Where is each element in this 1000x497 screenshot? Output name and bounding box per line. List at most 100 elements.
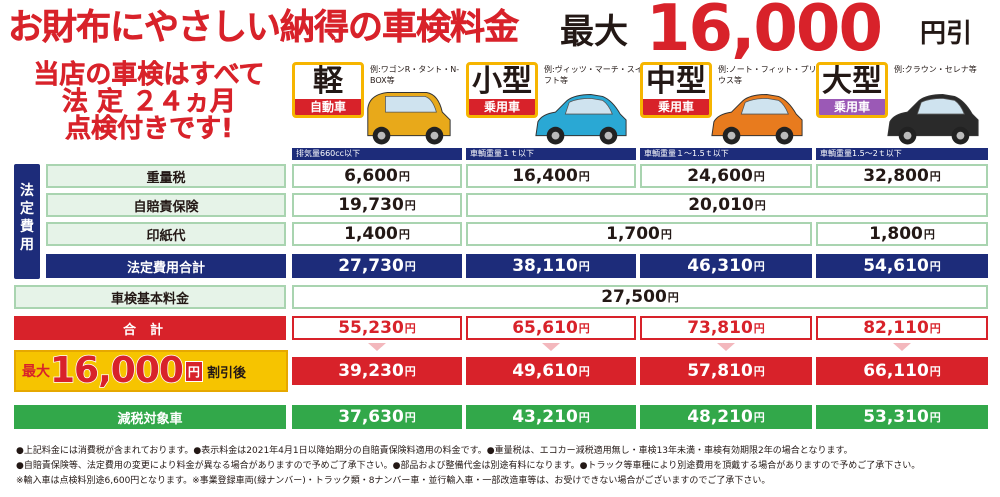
price-cell-discounted: 39,230 円	[292, 357, 462, 385]
yen-unit: 円	[929, 170, 941, 183]
yen-unit: 円	[398, 228, 410, 241]
car-class-2: 車輌重量１ｔ以下 小型 乗用車 例:ヴィッツ・マーチ・スイフト等	[466, 62, 643, 160]
row-label-weight_tax: 重量税	[46, 164, 286, 188]
car-image	[535, 93, 627, 145]
price-value: 37,630	[338, 407, 404, 427]
yen-unit: 円	[578, 322, 590, 335]
car-class-footnote: 排気量660cc以下	[292, 148, 462, 160]
price-cell-stamp: 1,700 円	[466, 222, 812, 246]
price-value: 49,610	[512, 361, 578, 381]
price-cell-legal_total: 38,110 円	[466, 254, 636, 278]
yen-unit: 円	[578, 365, 590, 378]
discount-amount: 16,000	[49, 350, 184, 391]
price-cell-total: 82,110 円	[816, 316, 988, 340]
price-cell-discounted: 49,610 円	[466, 357, 636, 385]
price-value: 24,600	[687, 166, 753, 186]
price-cell-tax_reduced: 43,210 円	[466, 405, 636, 429]
price-value: 39,230	[338, 361, 404, 381]
yen-unit: 円	[404, 411, 416, 424]
car-class-examples: 例:ヴィッツ・マーチ・スイフト等	[544, 65, 643, 85]
footnotes: ●上記料金には消費税が含まれております。●表示料金は2021年4月1日以降始期分…	[16, 444, 991, 489]
yen-unit: 円	[578, 260, 590, 273]
car-image	[711, 93, 803, 145]
price-cell-basic_fee: 27,500 円	[292, 285, 988, 309]
price-value: 38,110	[512, 256, 578, 276]
price-cell-total: 65,610 円	[466, 316, 636, 340]
row-label-legal_total: 法定費用合計	[46, 254, 286, 278]
price-value: 19,730	[338, 195, 404, 215]
price-cell-tax_reduced: 48,210 円	[640, 405, 812, 429]
promo-line: 当店の車検はすべて	[33, 60, 265, 90]
price-value: 54,610	[863, 256, 929, 276]
price-value: 1,800	[869, 224, 923, 244]
row-label-tax_reduced: 減税対象車	[14, 405, 286, 429]
price-cell-legal_total: 27,730 円	[292, 254, 462, 278]
discount-after-label: 割引後	[206, 365, 246, 381]
yen-unit: 円	[660, 228, 672, 241]
yen-unit: 円	[929, 411, 941, 424]
yen-unit: 円	[923, 228, 935, 241]
car-class-badge: 中型 乗用車	[640, 62, 712, 118]
price-value: 1,400	[344, 224, 398, 244]
yen-unit: 円	[753, 260, 765, 273]
side-label-char: 法	[20, 183, 34, 199]
side-label-char: 定	[20, 201, 34, 217]
row-label-insurance: 自賠責保険	[46, 193, 286, 217]
car-class-type: 乗用車	[469, 99, 535, 115]
promo-line: 法 定 ２４ヵ月	[61, 87, 237, 117]
price-value: 20,010	[688, 195, 754, 215]
price-value: 46,310	[687, 256, 753, 276]
page-title: お財布にやさしい納得の車検料金	[8, 8, 520, 49]
row-label-basic_fee: 車検基本料金	[14, 285, 286, 309]
price-cell-weight_tax: 24,600 円	[640, 164, 812, 188]
side-label-char: 用	[20, 237, 34, 253]
down-arrow-icon	[542, 343, 560, 351]
car-class-size: 軽	[313, 64, 343, 99]
car-class-badge: 大型 乗用車	[816, 62, 888, 118]
legal-fees-side-label: 法 定 費 用	[14, 164, 40, 279]
yen-unit: 円	[929, 260, 941, 273]
price-cell-weight_tax: 32,800 円	[816, 164, 988, 188]
price-cell-discounted: 57,810 円	[640, 357, 812, 385]
yen-unit: 円	[753, 322, 765, 335]
down-arrow-icon	[893, 343, 911, 351]
discount-yen: 円	[184, 360, 203, 382]
footnote-line: ●上記料金には消費税が含まれております。●表示料金は2021年4月1日以降始期分…	[16, 446, 853, 456]
down-arrow-icon	[368, 343, 386, 351]
footnote-line: ※輸入車は点検料別途6,600円となります。※事業登録車両(緑ナンバー)・トラッ…	[16, 476, 771, 486]
price-cell-insurance: 20,010 円	[466, 193, 988, 217]
price-cell-stamp: 1,800 円	[816, 222, 988, 246]
price-value: 82,110	[863, 318, 929, 338]
price-value: 48,210	[687, 407, 753, 427]
yen-unit: 円	[404, 199, 416, 212]
car-class-examples: 例:クラウン・セレナ等	[894, 65, 977, 74]
price-value: 6,600	[344, 166, 398, 186]
car-class-badge: 軽自動車	[292, 62, 364, 118]
car-class-1: 排気量660cc以下 軽自動車 例:ワゴンR・タント・N-BOX等	[292, 62, 462, 160]
car-class-badge: 小型 乗用車	[466, 62, 538, 118]
car-class-examples: 例:ノート・フィット・プリウス等	[718, 65, 817, 85]
yen-unit: 円	[404, 365, 416, 378]
car-class-size: 小型	[472, 64, 532, 99]
car-class-type: 乗用車	[819, 99, 885, 115]
yen-unit: 円	[929, 322, 941, 335]
yen-unit: 円	[754, 199, 766, 212]
car-class-3: 車輌重量１～1.5ｔ以下 中型 乗用車 例:ノート・フィット・プリウス等	[640, 62, 817, 160]
yen-unit: 円	[667, 291, 679, 304]
price-value: 73,810	[687, 318, 753, 338]
price-value: 27,730	[338, 256, 404, 276]
yen-unit: 円	[578, 170, 590, 183]
car-class-footnote: 車輌重量１ｔ以下	[466, 148, 636, 160]
down-arrow-icon	[717, 343, 735, 351]
car-class-footnote: 車輌重量1.5～2ｔ以下	[816, 148, 988, 160]
price-value: 53,310	[863, 407, 929, 427]
max-label: 最大	[560, 12, 628, 52]
max-discount-unit: 円引	[920, 19, 973, 49]
discount-label-box: 最大 16,000 円 割引後	[14, 350, 288, 392]
price-value: 55,230	[338, 318, 404, 338]
discount-max-label: 最大	[22, 364, 50, 380]
promo-text: 当店の車検はすべて 法 定 ２４ヵ月 点検付きです!	[20, 60, 278, 143]
yen-unit: 円	[578, 411, 590, 424]
price-value: 65,610	[512, 318, 578, 338]
